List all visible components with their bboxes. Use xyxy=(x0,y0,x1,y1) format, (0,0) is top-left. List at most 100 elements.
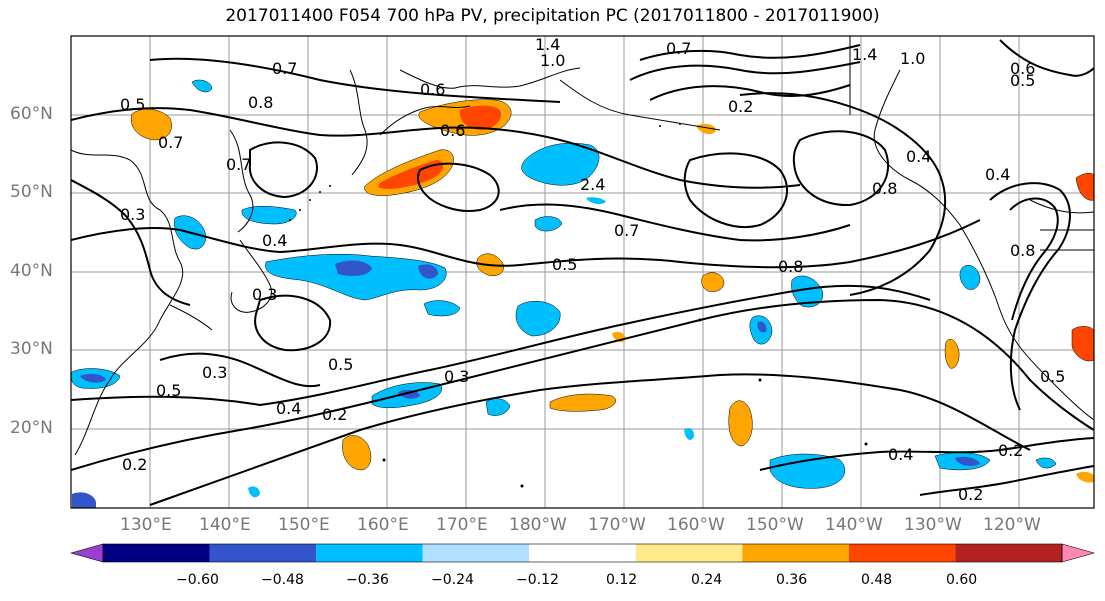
colorbar-extend-low xyxy=(69,543,104,563)
contour-sub-tropical-02 xyxy=(149,373,1031,506)
contour-label: 0.8 xyxy=(248,93,273,112)
contour-label: 0.2 xyxy=(322,405,347,424)
lon-label-130e: 130°E xyxy=(120,515,172,535)
contour-label: 0.3 xyxy=(120,205,145,224)
contour-label: 0.3 xyxy=(202,363,227,382)
precip-neg-small-3 xyxy=(534,216,563,232)
contour-alaska-08 xyxy=(739,92,947,296)
lon-label-160w: 160°W xyxy=(667,515,725,535)
lon-label-150e: 150°E xyxy=(278,515,330,535)
contour-label: 0.3 xyxy=(444,367,469,386)
contour-closed-low-central xyxy=(254,294,332,352)
contour-mid-07 xyxy=(499,203,851,242)
colorbar-frame xyxy=(102,543,1063,563)
colorbar-segment xyxy=(209,544,317,562)
lat-label-40n: 40°N xyxy=(10,261,53,281)
contour-label: 0.8 xyxy=(1010,241,1035,260)
contour-tropic-east xyxy=(759,437,1094,471)
precip-neg-band-40n xyxy=(265,253,447,301)
contour-label: 0.5 xyxy=(328,355,353,374)
contour-label: 0.5 xyxy=(1040,367,1065,386)
lon-label-130w: 130°W xyxy=(904,515,962,535)
contour-ridge-2 xyxy=(629,61,861,81)
precip-neg-kuril xyxy=(521,142,600,186)
contour-north-05 xyxy=(71,219,981,269)
contour-closed-low-west xyxy=(248,141,318,199)
precip-area-north-edge xyxy=(1075,173,1094,201)
lon-label-120w: 120°W xyxy=(983,515,1041,535)
precip-neg-small-7 xyxy=(248,486,260,498)
contour-closed-low-east xyxy=(683,152,789,229)
contour-west-coast xyxy=(71,179,191,306)
contour-label: 0.4 xyxy=(262,231,287,250)
contour-label: 0.4 xyxy=(276,399,301,418)
contour-cold-east-2 xyxy=(1009,197,1059,321)
contour-label: 0.4 xyxy=(888,445,913,464)
contour-mid-05 xyxy=(71,284,931,407)
colorbar-segment xyxy=(848,544,956,562)
lon-label-160e: 160°E xyxy=(357,515,409,535)
lon-label-140w: 140°W xyxy=(825,515,883,535)
contour-label: 0.7 xyxy=(158,133,183,152)
contour-label: 1.0 xyxy=(900,49,925,68)
precip-area-subtropic-2 xyxy=(549,393,616,412)
colorbar-segment xyxy=(422,544,530,562)
colorbar-segment xyxy=(316,544,423,562)
precip-area-se xyxy=(1076,471,1094,483)
pv-contours xyxy=(71,39,1094,506)
colorbar-segment xyxy=(742,544,849,562)
colorbar-segment xyxy=(529,544,636,562)
contour-label: 0.8 xyxy=(778,257,803,276)
contour-label: 0.4 xyxy=(985,165,1010,184)
lon-label-140e: 140°E xyxy=(199,515,251,535)
contour-label: 0.2 xyxy=(728,97,753,116)
contour-north-06 xyxy=(149,57,561,103)
precip-neg-small-8 xyxy=(586,197,606,205)
precip-neg-small-6 xyxy=(684,428,694,440)
colorbar-extend-high xyxy=(1061,543,1096,563)
contour-label: 0.7 xyxy=(272,59,297,78)
contour-label: 0.4 xyxy=(906,147,931,166)
colorbar-tick-label: 0.24 xyxy=(691,572,723,588)
precip-neg-central xyxy=(515,300,561,337)
contour-label: 0.3 xyxy=(252,285,277,304)
precip-neg-tropic-east xyxy=(769,453,845,489)
precip-neg-nw xyxy=(191,79,213,93)
contour-label: 0.6 xyxy=(440,121,465,140)
contour-label: 0.6 xyxy=(1010,59,1035,78)
lon-label-170w: 170°W xyxy=(588,515,646,535)
colorbar-tick-label: −0.36 xyxy=(346,572,389,588)
colorbar-segment xyxy=(635,544,743,562)
precip-area-gulf-alaska xyxy=(701,272,725,292)
contour-tropic-east-2 xyxy=(919,465,1094,496)
lat-label-20n: 20°N xyxy=(10,418,53,438)
contour-label: 1.0 xyxy=(540,51,565,70)
lon-label-180w: 180°W xyxy=(509,515,567,535)
contour-label: 0.2 xyxy=(958,485,983,504)
map-frame xyxy=(70,35,1095,509)
contour-west-coast-2 xyxy=(159,352,321,388)
colorbar-tick-label: 0.12 xyxy=(606,572,638,588)
precip-neg-core-40n xyxy=(335,260,372,276)
precip-area-subtropic-1 xyxy=(342,435,372,471)
precip-core-okhotsk-north xyxy=(459,105,502,131)
contour-ridge-1 xyxy=(639,44,861,61)
contour-ring-center xyxy=(416,162,500,212)
precip-area-siberia xyxy=(130,108,172,141)
lon-label-170e: 170°E xyxy=(436,515,488,535)
contour-label: 0.7 xyxy=(226,155,251,174)
precip-neg-small-4 xyxy=(1035,457,1057,469)
contour-label: 1.4 xyxy=(852,45,877,64)
contour-label: 0.5 xyxy=(156,381,181,400)
precip-neg-n-america xyxy=(959,265,981,290)
colorbar-tick-label: −0.12 xyxy=(516,572,559,588)
contour-label: 0.5 xyxy=(1010,71,1035,90)
precip-area-baja xyxy=(944,339,960,369)
precip-neg-core-40n-east xyxy=(418,264,438,279)
lat-label-50n: 50°N xyxy=(10,182,53,202)
contour-label: 0.7 xyxy=(614,221,639,240)
colorbar-tick-label: −0.24 xyxy=(431,572,474,588)
colorbar-tick-label: 0.60 xyxy=(946,572,978,588)
lon-label-150w: 150°W xyxy=(746,515,804,535)
